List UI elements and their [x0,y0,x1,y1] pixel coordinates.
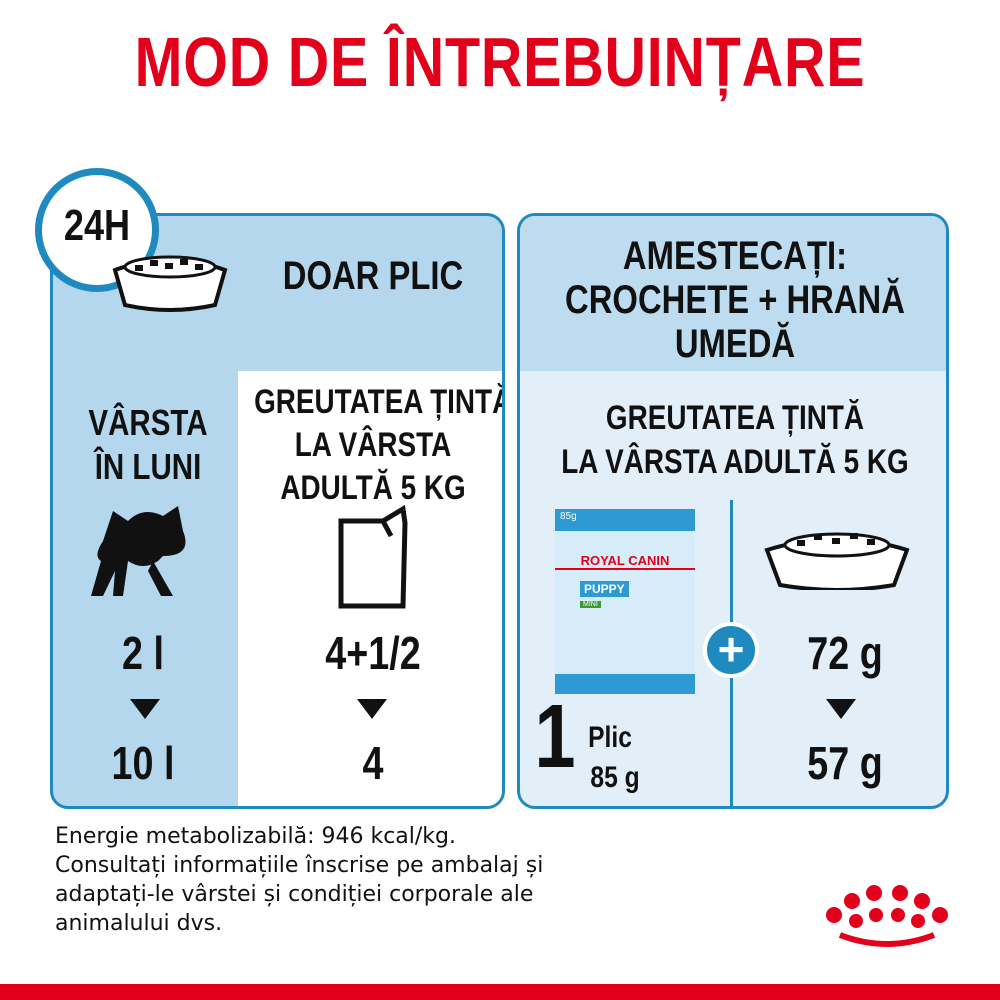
mix-panel: AMESTECAȚI: CROCHETE + HRANĂ UMEDĂ GREUTAT… [517,213,949,809]
product-text: PUPPY [580,581,629,597]
pouch-image: 85g ROYAL CANIN PUPPY MINI [555,509,695,694]
brand-bar [0,984,1000,1000]
page-title: MOD DE ÎNTREBUINȚARE [134,23,866,101]
puppy-icon [91,506,186,596]
arrow-down-icon [826,699,856,719]
age-to: 10 l [111,737,175,789]
pouches-from: 4+1/2 [325,627,421,679]
wet-only-panel: DOAR PLIC VÂRSTA ÎN LUNI GREUTATEA ȚINTĂ L… [50,213,505,809]
kibble-from: 72 g [807,627,883,679]
usage-note: Energie metabolizabilă: 946 kcal/kg. Cons… [55,824,544,936]
pouches-to: 4 [362,737,384,789]
arrow-down-icon [130,699,160,719]
panel-header-line1: DOAR PLIC [282,254,464,298]
variant-text: MINI [580,601,601,608]
bowl-icon [764,532,910,590]
brand-text: ROYAL CANIN [555,553,695,570]
pouch-weight: 85 g [590,761,640,794]
plus-icon: + [703,622,759,678]
clock-label: 24H [63,201,131,250]
target-weight-label: GREUTATEA ȚINTĂ LA VÂRSTA ADULTĂ 5 KG [254,383,505,507]
royal-canin-crown-logo [826,885,948,947]
target-weight-label: GREUTATEA ȚINTĂ LA VÂRSTA ADULTĂ 5 KG [561,399,909,481]
mix-panel-header [520,216,946,371]
mix-header: AMESTECAȚI: CROCHETE + HRANĂ UMEDĂ [565,234,905,366]
pouch-unit: Plic [588,721,632,754]
pouch-icon [338,504,408,609]
bowl-icon [112,255,228,312]
pouch-weight-text: 85g [560,511,577,522]
pouch-count: 1 [534,687,576,787]
age-label: VÂRSTA ÎN LUNI [88,402,208,487]
arrow-down-icon [357,699,387,719]
kibble-to: 57 g [807,737,883,789]
age-from: 2 l [122,627,164,679]
